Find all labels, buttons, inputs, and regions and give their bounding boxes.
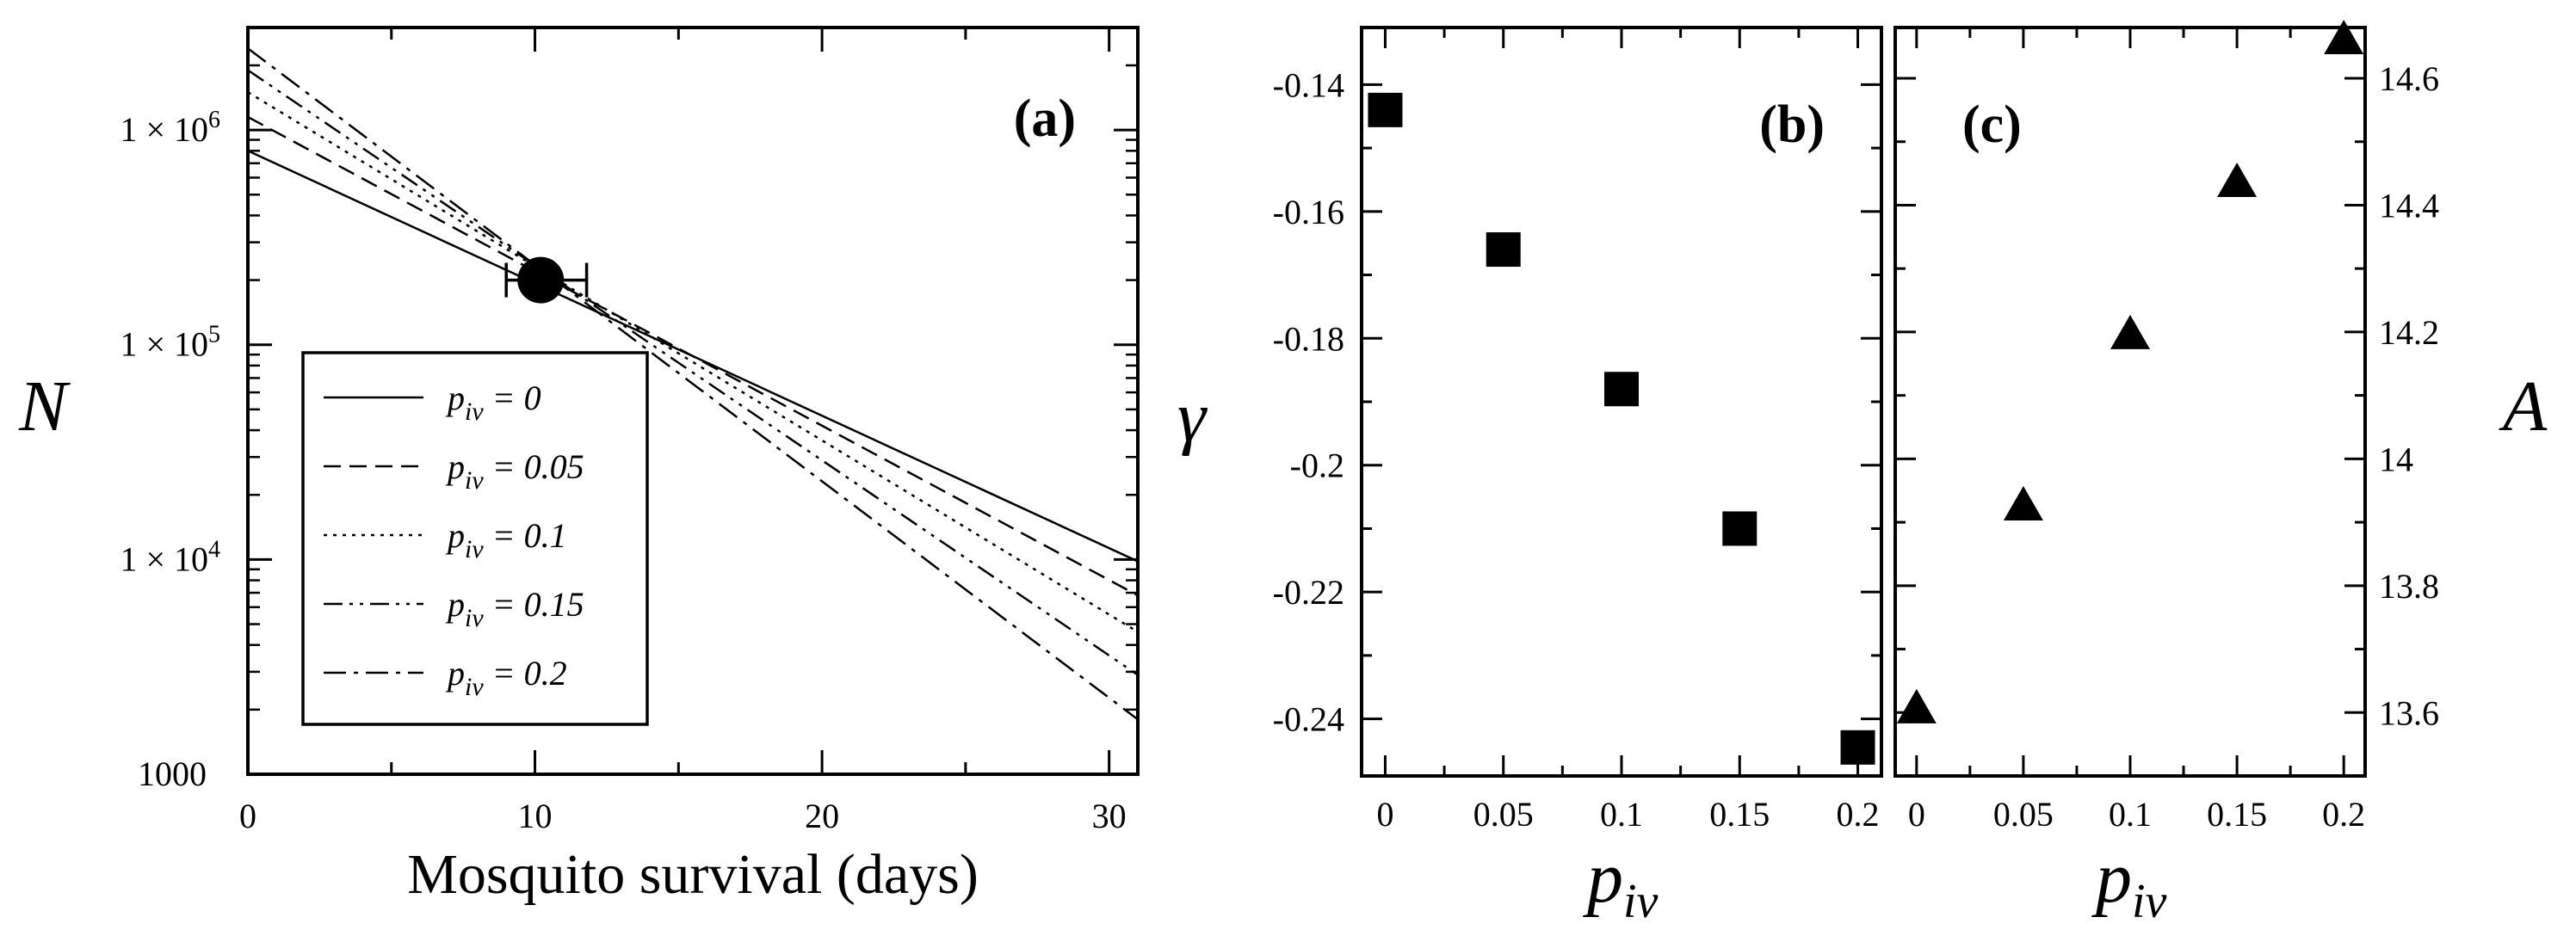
x-tick-label: 20: [805, 797, 839, 835]
legend-label-sub: iv: [465, 535, 484, 563]
y-axis-label: A: [2499, 366, 2548, 446]
legend-label-p: p: [445, 379, 465, 417]
y-tick-label: 13.6: [2379, 693, 2439, 732]
y-tick-label: -0.22: [1273, 573, 1344, 612]
x-tick-label: 0.1: [2109, 795, 2152, 834]
data-marker-triangle: [2110, 314, 2150, 349]
x-tick-label: 0: [1376, 795, 1393, 834]
data-marker-square: [1722, 511, 1757, 546]
legend-label-2: piv = 0.1: [445, 516, 567, 563]
y-tick-label-exp: 5: [208, 322, 220, 348]
series-line-1: [248, 115, 1138, 597]
x-tick-label: 0.15: [1709, 795, 1770, 834]
y-tick-label-exp: 4: [208, 536, 220, 563]
x-tick-label: 0.15: [2207, 795, 2267, 834]
plot-frame: [246, 26, 1140, 776]
legend-label-p: p: [445, 585, 465, 624]
x-tick-label: 0: [1908, 795, 1925, 834]
legend-label-sub: iv: [465, 673, 484, 701]
legend-label-rest: = 0.05: [484, 447, 584, 486]
legend-label-rest: = 0.15: [484, 585, 584, 624]
plot-frame: [1893, 26, 2367, 778]
data-marker-triangle: [2324, 20, 2364, 55]
y-tick-label: 1 × 104: [120, 536, 220, 578]
legend-label-rest: = 0: [484, 379, 541, 417]
series-line-3: [248, 69, 1138, 676]
x-axis-label-p: p: [1583, 838, 1623, 918]
x-tick-label: 10: [518, 797, 553, 835]
data-point: [517, 256, 565, 304]
y-tick-label: -0.18: [1273, 319, 1344, 358]
y-axis-label: γ: [1177, 377, 1208, 457]
legend-label-p: p: [445, 516, 465, 555]
panel-c-scatter-chart: 13.6 13.8 14 14.2 14.4 14.6 0 0.05 0.1 0.15 0.2 piv…: [1893, 20, 2548, 928]
y-tick-label: 14.4: [2379, 186, 2439, 225]
x-axis-label-p: p: [2091, 838, 2132, 918]
series-line-4: [248, 47, 1138, 721]
y-tick-label: -0.2: [1290, 446, 1344, 485]
y-tick-label: 1 × 105: [120, 322, 220, 364]
legend-label-rest: = 0.2: [484, 654, 567, 693]
y-tick-label: 13.8: [2379, 567, 2439, 606]
y-tick-label-base: 1 × 10: [120, 325, 208, 364]
x-tick-label: 0.05: [1993, 795, 2054, 834]
x-axis-label: piv: [2091, 838, 2167, 928]
data-marker-square: [1604, 372, 1639, 407]
y-tick-label: -0.16: [1273, 193, 1344, 231]
legend-box: [301, 351, 649, 726]
x-tick-label: 30: [1092, 797, 1127, 835]
y-tick-label: 14.2: [2379, 313, 2439, 352]
legend-label-0: piv = 0: [445, 379, 541, 426]
legend-label-p: p: [445, 447, 465, 486]
x-axis-label-sub: iv: [2132, 875, 2167, 928]
data-marker-square: [1840, 730, 1875, 765]
x-tick-label: 0: [239, 797, 256, 835]
y-tick-label: 1 × 106: [120, 107, 220, 149]
data-marker-square: [1486, 232, 1521, 268]
y-tick-label: -0.14: [1273, 65, 1344, 104]
y-tick-label: -0.24: [1273, 700, 1344, 739]
data-marker-triangle: [2217, 162, 2258, 197]
y-tick-label: 1000: [138, 754, 207, 793]
x-tick-label: 0.2: [2322, 795, 2365, 834]
x-axis-label: Mosquito survival (days): [407, 843, 979, 906]
panel-b-scatter-chart: -0.14 -0.16 -0.18 -0.2 -0.22 -0.24 0 0.05 0.1 0.1…: [1177, 26, 1883, 928]
legend-label-1: piv = 0.05: [445, 447, 584, 495]
data-marker-square: [1368, 92, 1403, 127]
y-tick-label-base: 1000: [138, 754, 207, 793]
data-marker-triangle: [1896, 688, 1937, 723]
y-tick-label-exp: 6: [208, 107, 220, 133]
legend-label-sub: iv: [465, 397, 484, 426]
panel-label: (b): [1759, 95, 1825, 154]
series-line-2: [248, 91, 1138, 633]
plot-frame: [1360, 26, 1883, 778]
y-tick-label: 14.6: [2379, 59, 2439, 98]
x-tick-label: 0.2: [1837, 795, 1880, 834]
x-tick-label: 0.1: [1600, 795, 1643, 834]
y-axis-label: N: [18, 366, 71, 446]
panel-label: (c): [1962, 95, 2022, 154]
legend-label-p: p: [445, 654, 465, 693]
y-tick-label-base: 1 × 10: [120, 110, 208, 149]
panel-label: (a): [1014, 89, 1076, 148]
x-tick-label: 0.05: [1473, 795, 1534, 834]
y-tick-label-base: 1 × 10: [120, 539, 208, 578]
data-marker-triangle: [2003, 485, 2043, 520]
legend-label-3: piv = 0.15: [445, 585, 584, 632]
legend-label-rest: = 0.1: [484, 516, 567, 555]
legend-label-sub: iv: [465, 466, 484, 495]
y-tick-label: 14: [2379, 440, 2413, 478]
x-axis-label: piv: [1583, 838, 1659, 928]
legend-label-sub: iv: [465, 604, 484, 632]
x-axis-label-sub: iv: [1623, 875, 1659, 928]
legend-label-4: piv = 0.2: [445, 654, 567, 701]
